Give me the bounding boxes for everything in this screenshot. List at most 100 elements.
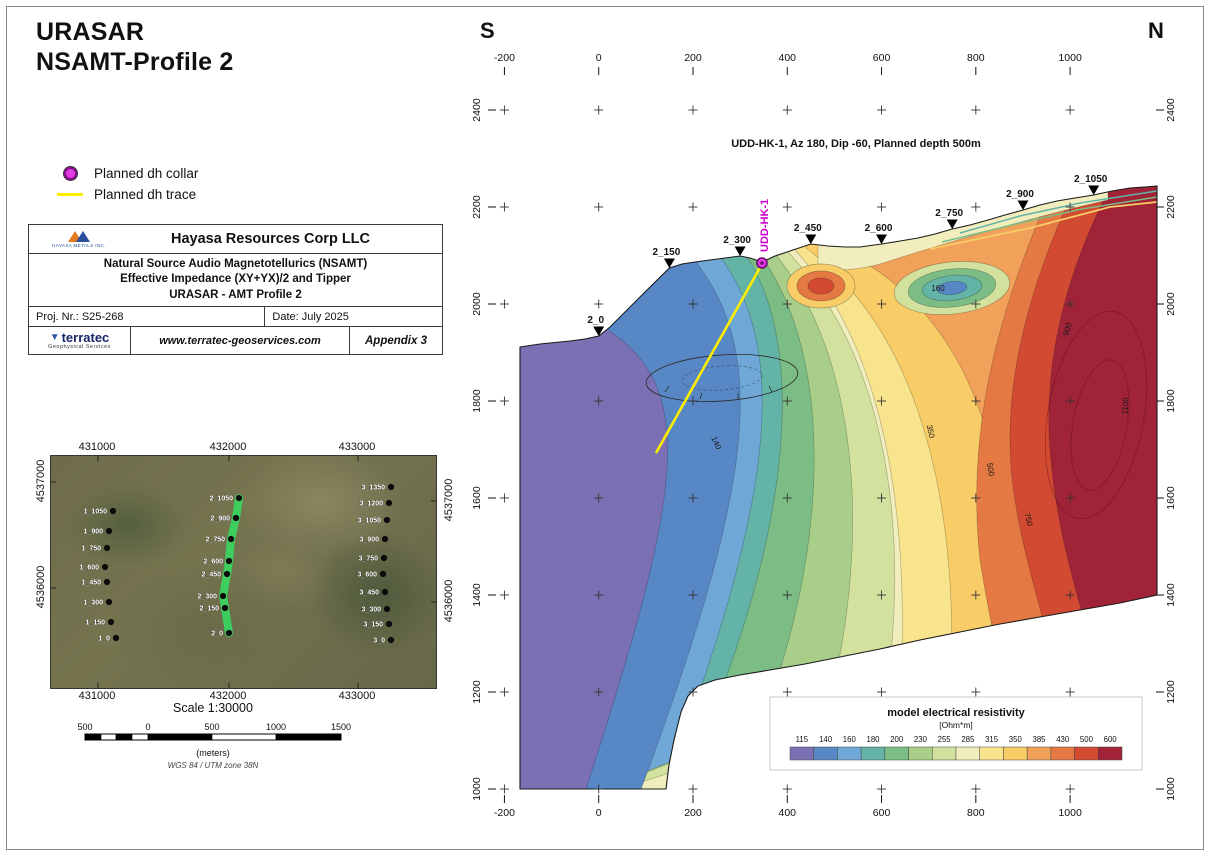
map-station-dot (103, 578, 111, 586)
contour-label: 350 (925, 424, 937, 439)
page-title-line1: URASAR (36, 18, 145, 46)
section-panel: S N -200 -200 0 0 200 200 400 400 600 600 800 800 10… (460, 0, 1210, 856)
scalebar-label: 0 (145, 722, 150, 732)
colorbar-value: 200 (890, 735, 904, 744)
station-label: 2_1050 (1074, 174, 1108, 185)
colorbar-swatch (955, 746, 980, 761)
south-label: S (480, 18, 495, 43)
map-station-label: 3_600 (358, 572, 378, 579)
contour-label: 900 (1061, 321, 1074, 337)
map-station-dot (109, 507, 117, 515)
colorbar-value: 180 (866, 735, 880, 744)
x-axis-label-bottom: 1000 (1058, 807, 1082, 819)
y-axis-label-left: 1200 (471, 680, 483, 704)
hachure-tick (699, 392, 703, 400)
scalebar-segment (131, 733, 149, 741)
hayasa-logo-icon (68, 230, 90, 242)
map-station-dot (385, 620, 393, 628)
y-axis-label-left: 1800 (471, 389, 483, 413)
map-station-dot (387, 483, 395, 491)
title-block-company-row: HAYASA METALS INC. Hayasa Resources Corp… (29, 225, 442, 254)
colorbar-value: 255 (938, 735, 952, 744)
map-station-label: 1_450 (82, 580, 102, 587)
y-axis-label-left: 2000 (471, 292, 483, 316)
map-station-label: 3_1350 (362, 485, 385, 492)
scalebar-segment (84, 733, 102, 741)
map-station-dot (107, 618, 115, 626)
map-easting-label-bottom-3: 433000 (338, 690, 376, 702)
depression-inner (681, 365, 763, 391)
drillhole-id-label: UDD-HK-1 (759, 199, 771, 252)
station-marker (805, 234, 817, 244)
map-station-label: 3_0 (373, 638, 385, 645)
x-axis-label-bottom: 200 (684, 807, 702, 819)
x-axis-label-bottom: 400 (779, 807, 797, 819)
map-station-label: 3_750 (359, 556, 379, 563)
station-label: 2_600 (865, 223, 893, 234)
page-title-line2: NSAMT-Profile 2 (36, 47, 234, 76)
map-scale-text: Scale 1:30000 (173, 701, 253, 715)
map-station-label: 1_750 (82, 546, 102, 553)
map-station-dot (385, 499, 393, 507)
scalebar-units: (meters) (196, 748, 230, 758)
station-marker (1088, 185, 1100, 195)
x-axis-label-top: 0 (596, 52, 602, 64)
colorbar-swatch (932, 746, 957, 761)
hayasa-logo: HAYASA METALS INC. (29, 230, 129, 248)
colorbar-value: 285 (961, 735, 975, 744)
x-axis-label-bottom: 0 (596, 807, 602, 819)
map-station-dot (232, 514, 240, 522)
y-axis-label-right: 1600 (1165, 486, 1177, 510)
scalebar-label: 1500 (331, 722, 351, 732)
colorbar-swatch (1098, 746, 1123, 761)
colorbar-value: 385 (1032, 735, 1046, 744)
colorbar-value: 430 (1056, 735, 1070, 744)
contour-ring (1070, 359, 1130, 491)
shallow-high-core (807, 277, 835, 295)
scale-bar: 500 0 500 1000 1500 (meters) WGS 84 / UTM zo… (77, 722, 351, 770)
planned-dh-collar-center (760, 261, 764, 265)
station-label: 2_450 (794, 223, 822, 234)
map-station-label: 3_450 (360, 590, 380, 597)
left-panel: URASAR NSAMT-Profile 2 Planned dh collar… (0, 0, 460, 856)
map-station-dot (381, 535, 389, 543)
colorbar-value: 115 (796, 735, 809, 744)
map-station-dot (103, 544, 111, 552)
map-station-label: 2_600 (204, 559, 224, 566)
terratec-triangle-icon: ▼ (49, 331, 60, 343)
project-date: Date: July 2025 (264, 307, 442, 326)
x-axis-label-bottom: 800 (967, 807, 985, 819)
colorbar-value: 315 (985, 735, 999, 744)
title-block-proj-row: Proj. Nr.: S25-268 Date: July 2025 (29, 307, 442, 327)
map-station-dot (221, 604, 229, 612)
contractor-name: terratec (61, 330, 110, 345)
drillhole-legend: Planned dh collar Planned dh trace (57, 163, 198, 205)
colorbar-value: 500 (1080, 735, 1094, 744)
surface-thin-band-teal (959, 190, 1157, 234)
y-axis-label-right: 2400 (1165, 98, 1177, 122)
station-label: 2_150 (652, 247, 680, 258)
contractor-website[interactable]: www.terratec-geoservices.com (131, 327, 350, 354)
map-station-dot (105, 598, 113, 606)
colorbar-swatch (1003, 746, 1028, 761)
x-axis-label-top: 600 (873, 52, 891, 64)
map-station-label: 3_900 (360, 537, 380, 544)
colorbar-swatch (884, 746, 909, 761)
low-core (936, 280, 968, 296)
survey-line2: Effective Impedance (XY+YX)/2 and Tipper (120, 273, 351, 286)
scalebar-label: 500 (204, 722, 219, 732)
colorbar-value: 600 (1104, 735, 1118, 744)
map-easting-label-bottom-1: 431000 (78, 690, 116, 702)
map-station-label: 2_0 (211, 631, 223, 638)
location-map: 1_1050 1_900 1_750 1_600 1_450 1_300 1_150 1_0 2… (50, 455, 437, 689)
map-station-dot (381, 588, 389, 596)
y-axis-label-right: 2000 (1165, 292, 1177, 316)
map-station-label: 3_300 (362, 607, 382, 614)
colorbar-swatch (813, 746, 838, 761)
company-name: Hayasa Resources Corp LLC (170, 231, 371, 247)
map-station-label: 3_150 (364, 622, 384, 629)
map-station-label: 2_900 (211, 516, 231, 523)
map-ticks (51, 456, 436, 688)
section-outline (519, 185, 1158, 790)
